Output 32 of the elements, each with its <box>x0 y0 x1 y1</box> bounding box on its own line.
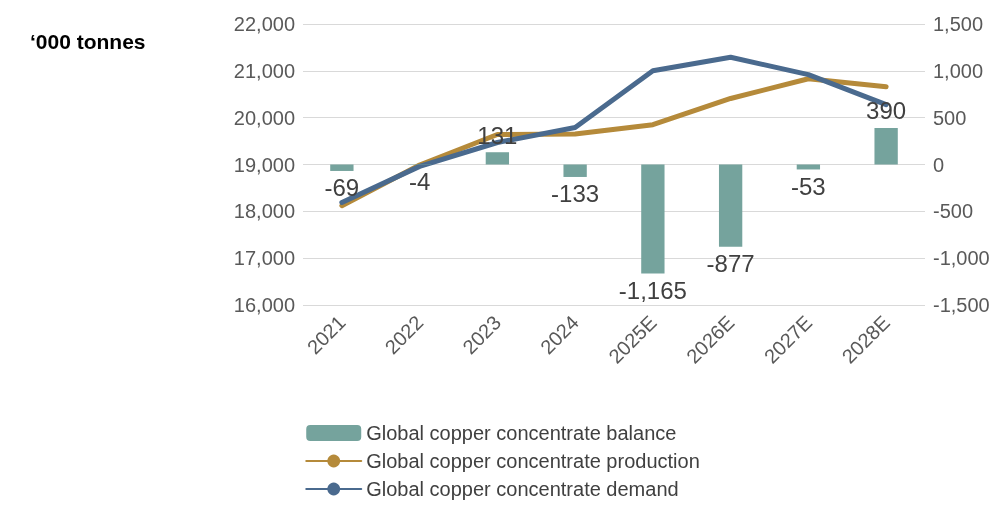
y-axis-title: ‘000 tonnes <box>30 30 146 53</box>
y-tick-label: 21,000 <box>233 59 295 82</box>
y2-tick-label: -500 <box>933 200 974 223</box>
y2-tick-label: 500 <box>933 106 967 129</box>
data-label: -1,165 <box>618 277 687 305</box>
y2-tick-label: 1,000 <box>933 59 984 82</box>
y2-tick-label: -1,000 <box>933 247 990 270</box>
y-tick-label: 19,000 <box>233 153 295 176</box>
data-label: -4 <box>408 168 431 196</box>
y-tick-label: 20,000 <box>233 106 295 129</box>
data-label: 390 <box>866 97 907 125</box>
data-label: -133 <box>551 180 600 208</box>
y2-tick-label: 1,500 <box>933 13 984 35</box>
y-tick-label: 17,000 <box>233 247 295 270</box>
y-tick-label: 18,000 <box>233 200 295 223</box>
bar <box>718 164 743 247</box>
bar <box>874 127 898 165</box>
bar <box>641 164 665 274</box>
data-label: 131 <box>477 121 518 149</box>
legend-label: Global copper concentrate balance <box>366 422 677 444</box>
legend-label: Global copper concentrate production <box>366 450 700 472</box>
bar <box>563 164 587 177</box>
bar <box>330 164 354 171</box>
data-label: -877 <box>706 250 755 278</box>
y-tick-label: 22,000 <box>233 13 295 35</box>
legend-label: Global copper concentrate demand <box>366 478 679 500</box>
bar <box>485 152 510 165</box>
y2-tick-label: 0 <box>933 153 945 176</box>
data-label: -69 <box>324 174 360 202</box>
y-tick-label: 16,000 <box>233 294 295 316</box>
y2-tick-label: -1,500 <box>933 294 990 316</box>
data-label: -53 <box>791 172 826 200</box>
